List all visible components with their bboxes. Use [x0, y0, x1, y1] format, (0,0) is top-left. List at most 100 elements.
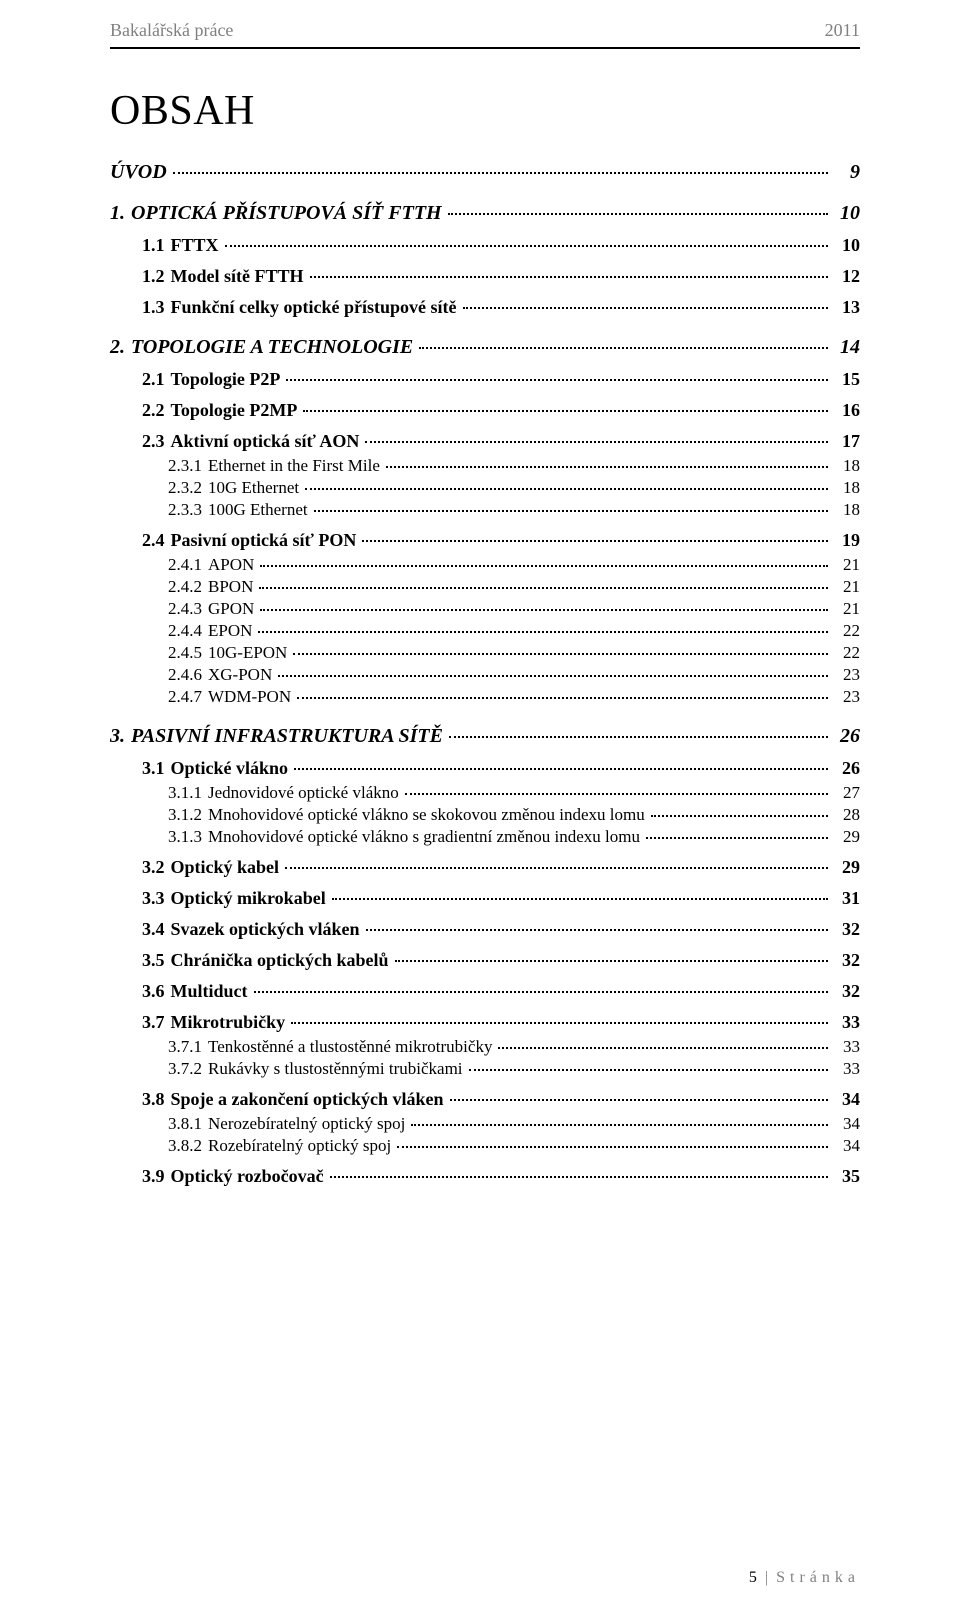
toc-page: 34	[834, 1114, 860, 1134]
toc-row: 2.4.7WDM-PON23	[110, 687, 860, 707]
toc-number: 3.1.1	[168, 783, 202, 802]
header-rule	[110, 47, 860, 49]
toc-title: PASIVNÍ INFRASTRUKTURA SÍTĚ	[131, 725, 443, 747]
toc-leader	[463, 307, 828, 309]
toc-page: 33	[834, 1037, 860, 1057]
toc-title: Funkční celky optické přístupové sítě	[171, 297, 457, 317]
toc-title: 10G-EPON	[208, 643, 287, 662]
toc-label: 2.3Aktivní optická síť AON	[142, 431, 359, 452]
toc-number: 3.7	[142, 1012, 165, 1032]
toc-leader	[365, 441, 828, 443]
toc-label: 3.1.3Mnohovidové optické vlákno s gradie…	[168, 827, 640, 847]
header-left: Bakalářská práce	[110, 20, 233, 41]
toc-label: 2.3.1 Ethernet in the First Mile	[168, 456, 380, 476]
toc-leader	[395, 960, 828, 962]
toc-leader	[651, 815, 828, 817]
toc-number: 3.9	[142, 1166, 165, 1186]
toc-page: 23	[834, 665, 860, 685]
toc-title: WDM-PON	[208, 687, 291, 706]
toc-title: Mnohovidové optické vlákno se skokovou z…	[208, 805, 645, 824]
toc-title: XG-PON	[208, 665, 272, 684]
toc-leader	[305, 488, 828, 490]
toc-label: 3.8Spoje a zakončení optických vláken	[142, 1089, 444, 1110]
toc-leader	[173, 172, 828, 174]
toc-number: 2.4.1	[168, 555, 202, 574]
toc-row: 2.TOPOLOGIE A TECHNOLOGIE14	[110, 336, 860, 359]
toc-row: 3.2Optický kabel 29	[110, 857, 860, 878]
toc-page: 22	[834, 621, 860, 641]
footer-page-number: 5	[749, 1569, 757, 1586]
toc-leader	[285, 867, 828, 869]
toc-leader	[260, 565, 828, 567]
toc-page: 26	[834, 758, 860, 779]
toc-number: 2.4	[142, 530, 165, 550]
toc-row: 2.4.2BPON21	[110, 577, 860, 597]
toc-page: 27	[834, 783, 860, 803]
toc-row: 3.7.1Tenkostěnné a tlustostěnné mikrotru…	[110, 1037, 860, 1057]
toc-page: 29	[834, 857, 860, 878]
toc-leader	[362, 540, 828, 542]
toc-row: 3.5Chránička optických kabelů32	[110, 950, 860, 971]
toc-number: 2.4.4	[168, 621, 202, 640]
toc-row: 3.7.2Rukávky s tlustostěnnými trubičkami…	[110, 1059, 860, 1079]
header-right: 2011	[825, 20, 860, 41]
toc-title: 10G Ethernet	[208, 478, 299, 497]
toc-number: 2.4.2	[168, 577, 202, 596]
toc-label: 3.8.2Rozebíratelný optický spoj	[168, 1136, 391, 1156]
toc-row: 1.OPTICKÁ PŘÍSTUPOVÁ SÍŤ FTTH10	[110, 202, 860, 225]
toc-leader	[297, 697, 828, 699]
toc-number: 2.	[110, 336, 125, 358]
toc-label: 3.7.2Rukávky s tlustostěnnými trubičkami	[168, 1059, 463, 1079]
toc-page: 34	[834, 1089, 860, 1110]
toc-page: 21	[834, 599, 860, 619]
toc-number: 2.4.7	[168, 687, 202, 706]
toc-number: 3.1.3	[168, 827, 202, 846]
toc-number: 2.3.3	[168, 500, 202, 519]
toc-title: 100G Ethernet	[208, 500, 308, 519]
toc-leader	[314, 510, 828, 512]
toc-leader	[303, 410, 828, 412]
toc-title: TOPOLOGIE A TECHNOLOGIE	[131, 336, 413, 358]
toc-number: 3.4	[142, 919, 165, 939]
toc-leader	[258, 631, 828, 633]
toc-title: Rukávky s tlustostěnnými trubičkami	[208, 1059, 463, 1078]
toc-label: 2.4.6XG-PON	[168, 665, 272, 685]
toc-number: 3.8.1	[168, 1114, 202, 1133]
toc-title: Svazek optických vláken	[171, 919, 360, 939]
toc-title: Optický kabel	[171, 857, 280, 877]
toc-page: 17	[834, 431, 860, 452]
toc-label: 3.2Optický kabel	[142, 857, 279, 878]
toc-page: 32	[834, 919, 860, 940]
toc-row: 3.1.2Mnohovidové optické vlákno se skoko…	[110, 805, 860, 825]
toc-leader	[310, 276, 829, 278]
toc-row: 2.3.1Ethernet in the First Mile18	[110, 456, 860, 476]
toc-label: 2. TOPOLOGIE A TECHNOLOGIE	[110, 336, 413, 359]
toc-page: 15	[834, 369, 860, 390]
page-footer: 5 | Stránka	[749, 1569, 860, 1587]
toc-row: 3.1.1Jednovidové optické vlákno27	[110, 783, 860, 803]
toc-leader	[286, 379, 828, 381]
toc-page: 29	[834, 827, 860, 847]
toc-title: APON	[208, 555, 254, 574]
toc-label: 1.1FTTX	[142, 235, 219, 256]
toc-number: 2.3.1	[168, 456, 202, 475]
toc-leader	[294, 768, 828, 770]
toc-leader	[278, 675, 828, 677]
toc-title: Tenkostěnné a tlustostěnné mikrotrubičky	[208, 1037, 492, 1056]
toc-title: Multiduct	[171, 981, 248, 1001]
page-header: Bakalářská práce 2011	[110, 20, 860, 41]
toc-row: 2.4.510G-EPON22	[110, 643, 860, 663]
toc-label: 3.3Optický mikrokabel	[142, 888, 326, 909]
toc-row: 3.7Mikrotrubičky33	[110, 1012, 860, 1033]
toc-row: 2.3Aktivní optická síť AON 17	[110, 431, 860, 452]
toc-title: Ethernet in the First Mile	[208, 456, 380, 475]
toc-row: 3.8.2Rozebíratelný optický spoj34	[110, 1136, 860, 1156]
toc-row: 2.1Topologie P2P15	[110, 369, 860, 390]
toc-page: 16	[834, 400, 860, 421]
toc-leader	[254, 991, 828, 993]
toc-leader	[419, 347, 828, 349]
toc-number: 3.3	[142, 888, 165, 908]
toc-label: 3.6Multiduct	[142, 981, 248, 1002]
toc-page: 33	[834, 1012, 860, 1033]
toc-title: FTTX	[171, 235, 219, 255]
